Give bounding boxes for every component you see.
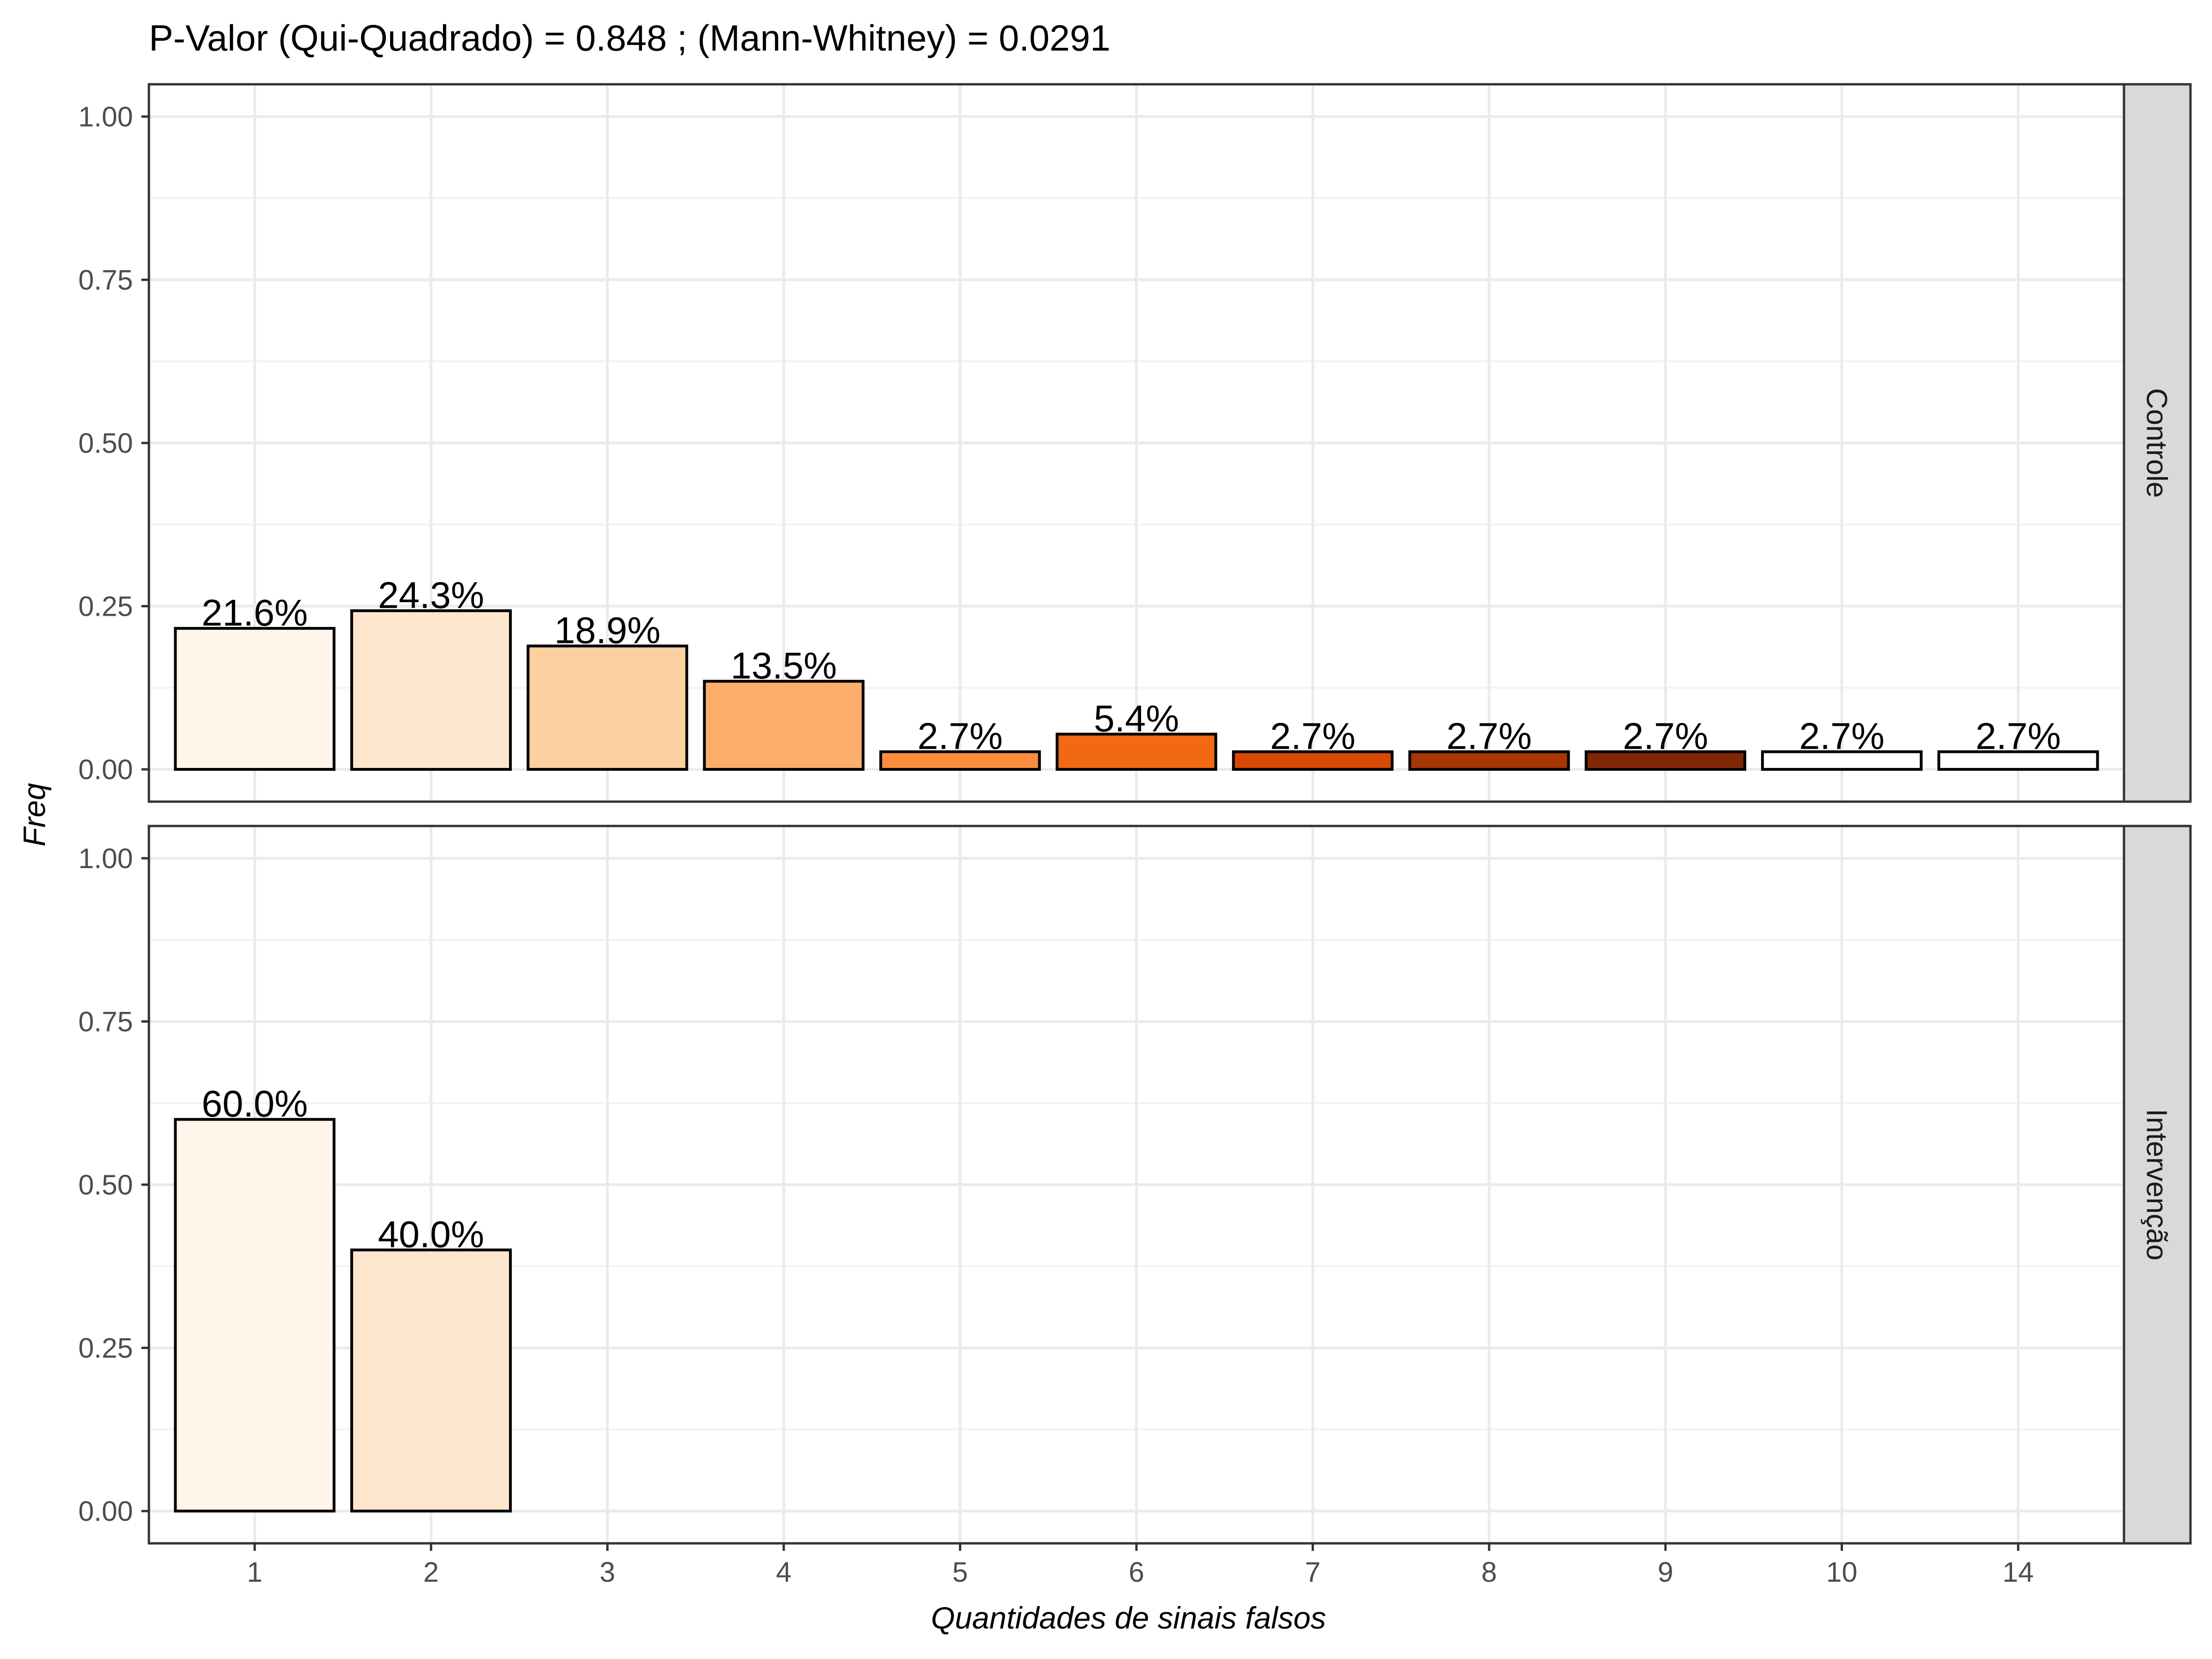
data-label: 5.4% <box>1094 698 1179 739</box>
data-label: 60.0% <box>202 1083 308 1125</box>
facet-strip <box>2123 83 2192 803</box>
data-label: 2.7% <box>1799 715 1884 757</box>
chart-title: P-Valor (Qui-Quadrado) = 0.848 ; (Mann-W… <box>149 17 1111 59</box>
y-tick-label: 0.50 <box>78 428 133 459</box>
x-axis-title: Quantidades de sinais falsos <box>931 1600 1326 1635</box>
y-tick-label: 1.00 <box>78 843 133 874</box>
y-tick-label: 0.00 <box>78 754 133 785</box>
bar <box>174 1118 336 1513</box>
x-tick-label: 4 <box>776 1556 791 1588</box>
x-tick-label: 8 <box>1482 1556 1497 1588</box>
data-label: 21.6% <box>202 592 308 634</box>
data-label: 2.7% <box>1976 715 2061 757</box>
y-tick-label: 1.00 <box>78 101 133 133</box>
y-tick-label: 0.75 <box>78 1006 133 1037</box>
bar <box>350 1248 512 1513</box>
x-tick-label: 14 <box>2003 1556 2034 1588</box>
y-tick-label: 0.50 <box>78 1169 133 1201</box>
bar <box>1055 732 1217 771</box>
data-label: 2.7% <box>1270 715 1355 757</box>
data-label: 40.0% <box>378 1213 484 1255</box>
y-tick-label: 0.00 <box>78 1496 133 1527</box>
bar <box>703 679 865 771</box>
facet-strip-label: Intervenção <box>2140 1109 2173 1261</box>
y-axis-title: Freq <box>17 783 52 847</box>
x-tick-label: 1 <box>247 1556 262 1588</box>
facet-strip-label: Controle <box>2140 388 2173 498</box>
panel-controle: 21.6% 24.3% 18.9% 13.5% 2.7% 5.4% 2.7% 2.7% 2.7%… <box>78 83 2192 803</box>
bar <box>1408 750 1570 771</box>
x-axis: 1 2 3 4 5 6 7 8 9 10 14 <box>247 1543 2034 1588</box>
x-tick-label: 2 <box>423 1556 439 1588</box>
x-tick-label: 5 <box>952 1556 968 1588</box>
data-label: 2.7% <box>1623 715 1708 757</box>
data-label: 13.5% <box>730 645 837 686</box>
bar <box>1232 750 1394 771</box>
x-tick-label: 9 <box>1658 1556 1673 1588</box>
bar <box>1585 750 1747 771</box>
data-label: 18.9% <box>554 610 661 651</box>
bar <box>174 627 336 771</box>
data-label: 2.7% <box>1446 715 1532 757</box>
bar <box>526 644 688 771</box>
x-tick-label: 10 <box>1826 1556 1858 1588</box>
bar <box>879 750 1041 771</box>
panels-group: 21.6% 24.3% 18.9% 13.5% 2.7% 5.4% 2.7% 2.7% 2.7%… <box>78 83 2192 1545</box>
data-label: 2.7% <box>917 715 1003 757</box>
data-label: 24.3% <box>378 574 484 616</box>
x-tick-label: 7 <box>1305 1556 1320 1588</box>
y-tick-label: 0.25 <box>78 1333 133 1364</box>
bar <box>350 609 512 771</box>
facet-strip <box>2123 825 2192 1545</box>
y-tick-label: 0.25 <box>78 591 133 622</box>
x-tick-label: 3 <box>599 1556 615 1588</box>
y-tick-label: 0.75 <box>78 264 133 295</box>
panel-intervenção: 60.0% 40.0% 0.00 0.25 0.50 0.75 1.00 Intervençã… <box>78 825 2192 1545</box>
x-tick-label: 6 <box>1128 1556 1144 1588</box>
bar <box>1937 750 2099 771</box>
bar <box>1761 750 1923 771</box>
